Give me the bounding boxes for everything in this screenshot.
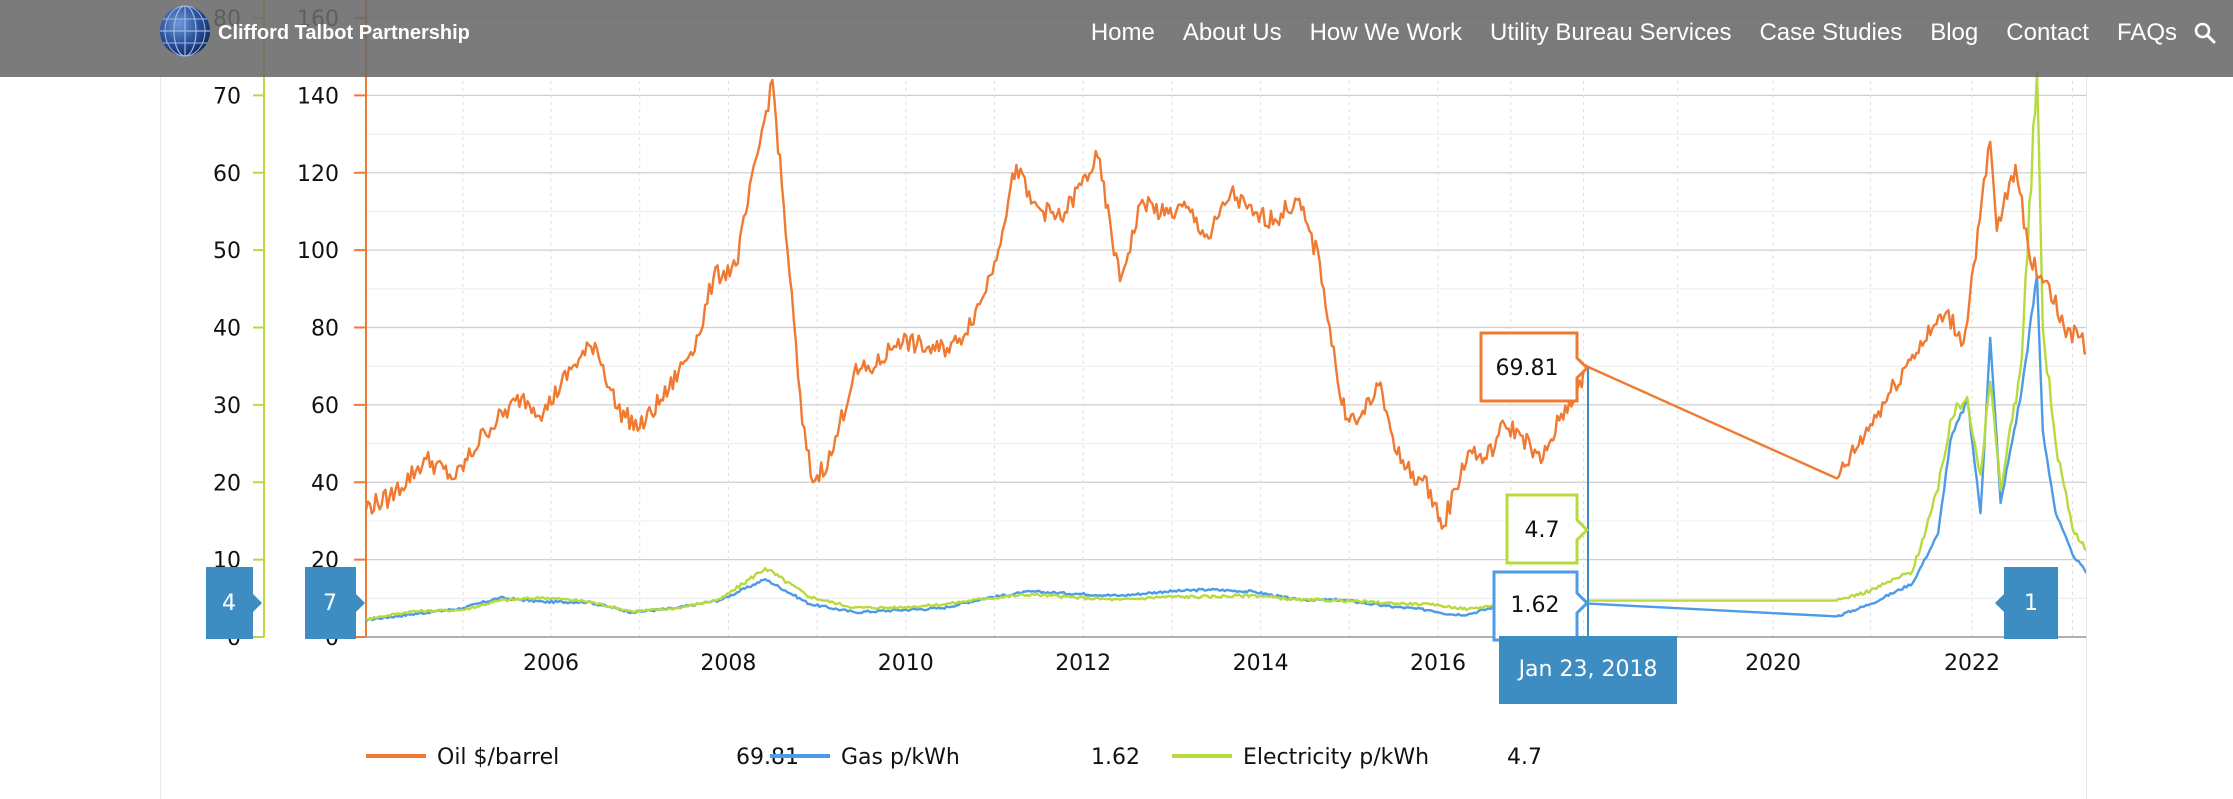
left-outer-axis-marker[interactable]: 4 xyxy=(206,567,262,639)
nav-item-home[interactable]: Home xyxy=(1090,19,1155,46)
right-axis-marker[interactable]: 1 xyxy=(1995,567,2058,639)
electricity-tooltip-value: 4.7 xyxy=(1525,518,1560,543)
legend-label-gas: Gas p/kWh xyxy=(841,745,960,770)
right-axis-marker-label: 1 xyxy=(2024,591,2038,616)
brand-name: Clifford Talbot Partnership xyxy=(218,22,470,44)
left-inner-axis-marker[interactable]: 7 xyxy=(305,567,365,639)
electricity-tooltip-box xyxy=(1505,493,1590,565)
legend-value-electricity: 4.7 xyxy=(1507,745,1542,770)
x-axis-tick-label: 2010 xyxy=(878,651,934,676)
nav-item-case-studies[interactable]: Case Studies xyxy=(1759,19,1903,46)
oil-axis-tick-label: 140 xyxy=(297,84,339,109)
legend-item-electricity[interactable]: Electricity p/kWh 4.7 xyxy=(1172,745,1542,770)
series-layer xyxy=(360,71,2086,622)
left-outer-axis-marker-label: 4 xyxy=(222,591,236,616)
left-inner-axis-marker-label: 7 xyxy=(323,591,337,616)
legend-label-oil: Oil $/barrel xyxy=(437,745,559,770)
legend-item-gas[interactable]: Gas p/kWh 1.62 xyxy=(770,745,1140,770)
date-tooltip: Jan 23, 2018 xyxy=(1499,636,1677,704)
legend: Oil $/barrel 69.81 Gas p/kWh 1.62 Electr… xyxy=(366,745,1542,770)
nav-item-utility-bureau-services[interactable]: Utility Bureau Services xyxy=(1490,19,1732,46)
globe-icon xyxy=(160,5,210,57)
oil-tooltip-value: 69.81 xyxy=(1496,356,1559,381)
legend-item-oil[interactable]: Oil $/barrel 69.81 xyxy=(366,745,799,770)
x-axis-tick-label: 2014 xyxy=(1233,651,1289,676)
gas-tooltip-value: 1.62 xyxy=(1511,593,1560,618)
grid-layer xyxy=(366,17,2086,638)
gas-tooltip: 1.62 xyxy=(1492,570,1590,642)
electricity-axis-tick-label: 50 xyxy=(213,239,241,264)
x-axis-tick-label: 2008 xyxy=(700,651,756,676)
x-axis-tick-label: 2012 xyxy=(1055,651,1111,676)
x-axis-tick-label: 2016 xyxy=(1410,651,1466,676)
price-chart[interactable]: 0102030405060708002040608010012014016005… xyxy=(161,0,2086,799)
nav-item-blog[interactable]: Blog xyxy=(1930,19,1979,46)
top-navigation-bar: Clifford Talbot Partnership Home About U… xyxy=(0,0,2233,77)
oil-tooltip: 69.81 xyxy=(1479,331,1590,403)
nav-item-contact[interactable]: Contact xyxy=(2006,19,2089,46)
legend-label-electricity: Electricity p/kWh xyxy=(1243,745,1429,770)
axis-layer: 0102030405060708002040608010012014016005… xyxy=(213,0,2086,676)
nav-item-how-we-work[interactable]: How We Work xyxy=(1309,19,1463,46)
date-tooltip-label: Jan 23, 2018 xyxy=(1517,657,1658,682)
search-icon xyxy=(2194,22,2216,44)
legend-value-gas: 1.62 xyxy=(1091,745,1140,770)
electricity-axis-tick-label: 60 xyxy=(213,162,241,187)
electricity-axis-tick-label: 20 xyxy=(213,471,241,496)
x-axis-tick-label: 2022 xyxy=(1944,651,2000,676)
nav-item-faqs[interactable]: FAQs xyxy=(2116,19,2177,46)
x-axis-tick-label: 2006 xyxy=(523,651,579,676)
series-line-oil[interactable] xyxy=(360,78,2086,530)
x-axis-tick-label: 2020 xyxy=(1745,651,1801,676)
page-content: 0102030405060708002040608010012014016005… xyxy=(160,0,2087,799)
oil-axis-tick-label: 60 xyxy=(311,394,339,419)
oil-tooltip-box xyxy=(1479,331,1590,403)
oil-axis-tick-label: 120 xyxy=(297,162,339,187)
search-button[interactable] xyxy=(2177,0,2233,66)
electricity-axis-tick-label: 70 xyxy=(213,84,241,109)
nav-menu: Home About Us How We Work Utility Bureau… xyxy=(1063,0,2233,66)
electricity-axis-tick-label: 30 xyxy=(213,394,241,419)
date-tooltip-box xyxy=(1499,636,1677,704)
series-line-electricity[interactable] xyxy=(360,71,2086,621)
nav-item-about-us[interactable]: About Us xyxy=(1182,19,1282,46)
oil-axis-tick-label: 80 xyxy=(311,317,339,342)
oil-axis-tick-label: 100 xyxy=(297,239,339,264)
electricity-axis-tick-label: 40 xyxy=(213,317,241,342)
oil-axis-tick-label: 40 xyxy=(311,471,339,496)
electricity-tooltip: 4.7 xyxy=(1505,493,1590,565)
